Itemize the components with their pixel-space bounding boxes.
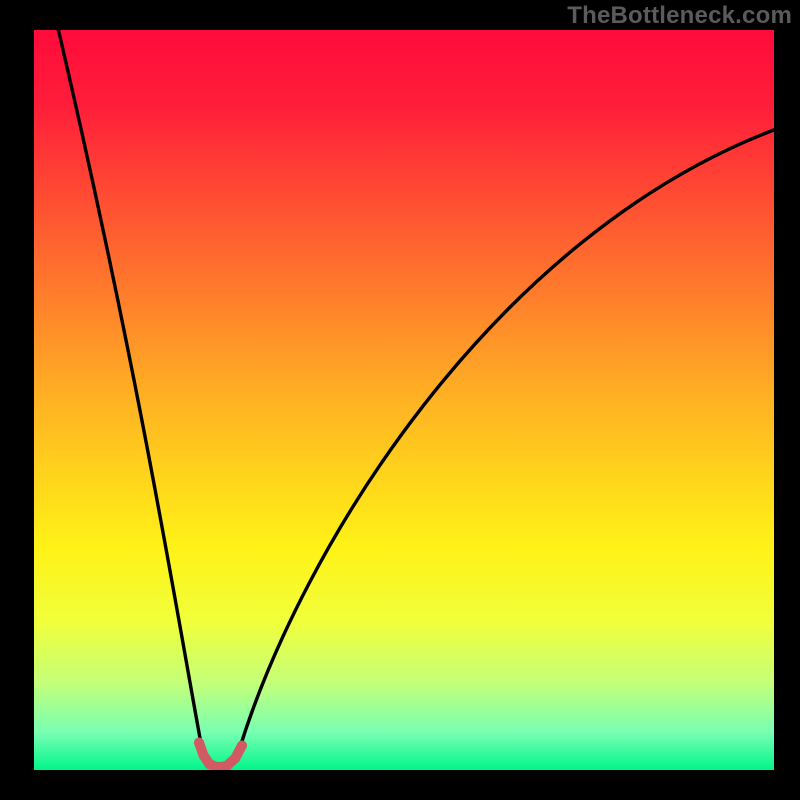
valley-marker-dot [237, 741, 247, 751]
watermark-text: TheBottleneck.com [567, 2, 792, 30]
valley-marker-dot [230, 753, 240, 763]
valley-marker-dot [204, 759, 214, 769]
frame: TheBottleneck.com [0, 0, 800, 800]
valley-marker-dot [198, 750, 208, 760]
plot-area [34, 30, 774, 770]
chart-svg [34, 30, 774, 770]
bottleneck-curve [58, 30, 774, 764]
valley-marker-dot [194, 738, 204, 748]
